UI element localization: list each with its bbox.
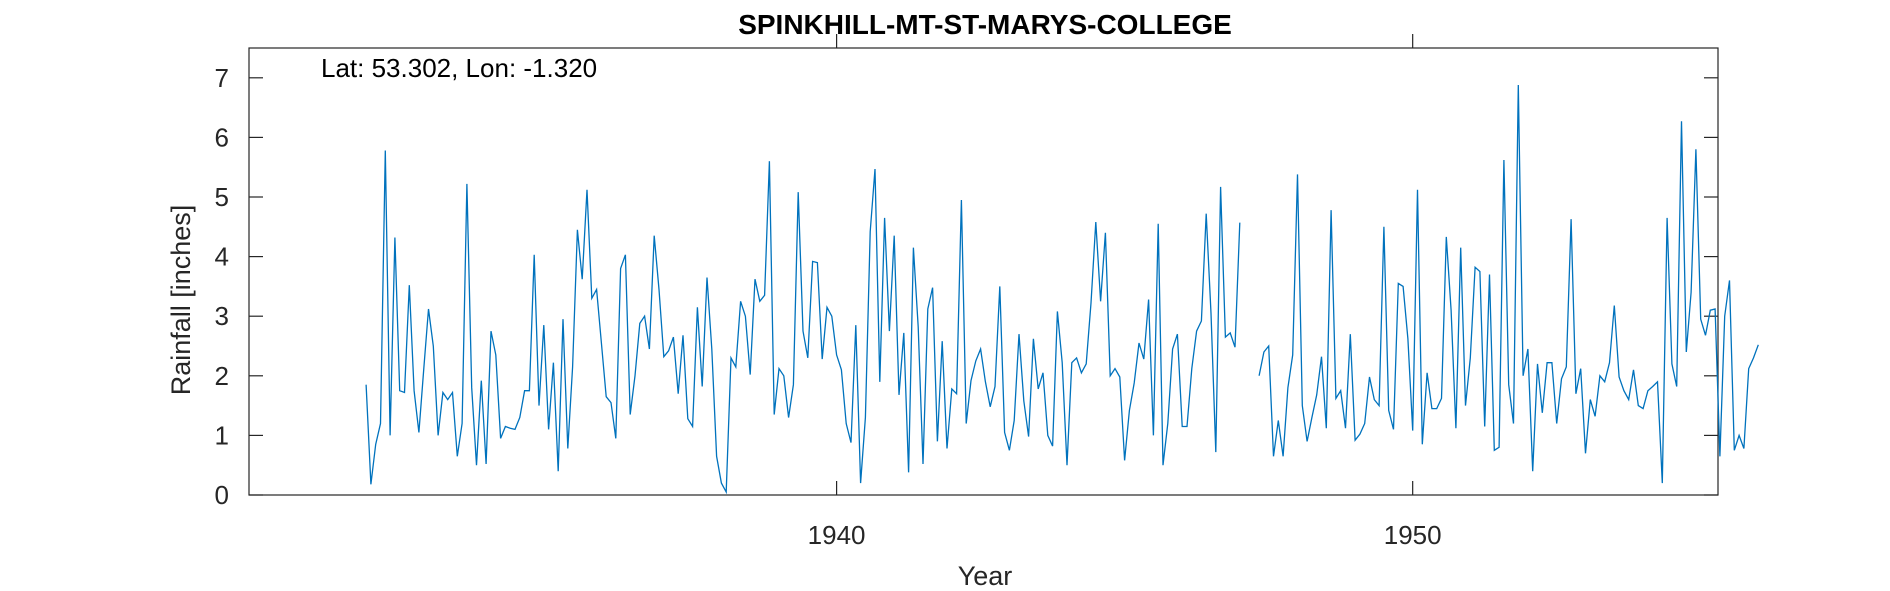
chart-title: SPINKHILL-MT-ST-MARYS-COLLEGE bbox=[738, 9, 1232, 40]
series-line bbox=[365, 84, 1759, 495]
x-tick-label: 1950 bbox=[1384, 520, 1442, 550]
y-tick-label: 1 bbox=[215, 420, 229, 450]
y-tick-label: 5 bbox=[215, 182, 229, 212]
location-annotation: Lat: 53.302, Lon: -1.320 bbox=[321, 53, 597, 83]
y-axis-label: Rainfall [inches] bbox=[166, 205, 196, 396]
y-tick-label: 6 bbox=[215, 122, 229, 152]
plot-box bbox=[248, 47, 1719, 496]
x-axis-label: Year bbox=[958, 561, 1013, 591]
y-tick-label: 0 bbox=[215, 480, 229, 510]
y-tick-label: 2 bbox=[215, 361, 229, 391]
x-tick-label: 1940 bbox=[808, 520, 866, 550]
y-tick-label: 7 bbox=[215, 63, 229, 93]
y-tick-label: 4 bbox=[215, 242, 229, 272]
y-tick-label: 3 bbox=[215, 301, 229, 331]
